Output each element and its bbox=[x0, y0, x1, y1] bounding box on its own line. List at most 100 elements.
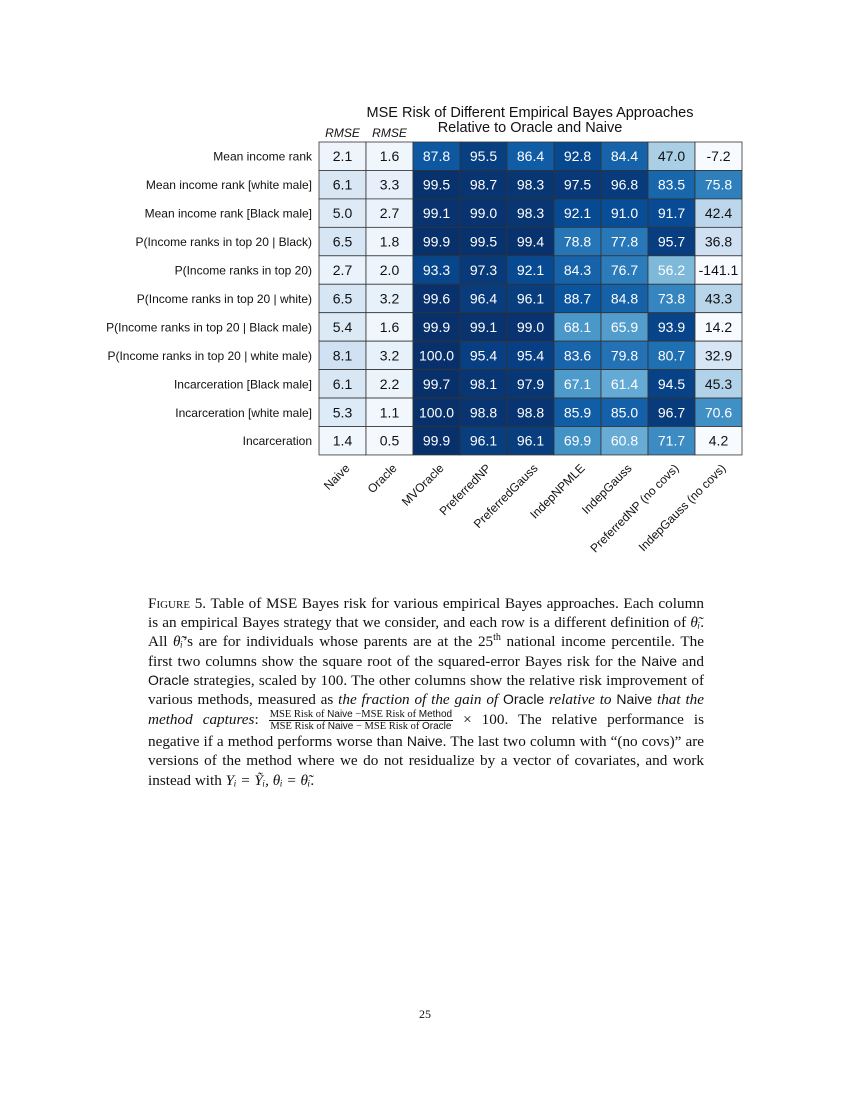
cell-value: 6.1 bbox=[333, 376, 353, 392]
cell-value: 91.7 bbox=[658, 205, 685, 221]
cell-value: 98.1 bbox=[470, 376, 497, 392]
heatmap-cell bbox=[412, 170, 461, 200]
heatmap-cell bbox=[506, 426, 555, 456]
row-label: Mean income rank bbox=[213, 150, 313, 164]
cell-value: 36.8 bbox=[705, 234, 732, 250]
cell-value: 2.7 bbox=[380, 205, 400, 221]
cell-value: 80.7 bbox=[658, 347, 685, 363]
heatmap-cell bbox=[459, 170, 508, 200]
cell-value: 5.0 bbox=[333, 205, 353, 221]
row-label: P(Income ranks in top 20 | white) bbox=[137, 292, 312, 306]
fraction-text: − MSE Risk of bbox=[353, 721, 423, 733]
fraction-text: Naive bbox=[327, 721, 354, 733]
cell-value: 1.4 bbox=[333, 433, 353, 449]
cell-value: 56.2 bbox=[658, 262, 685, 278]
heatmap-cell bbox=[506, 312, 555, 342]
cell-value: 75.8 bbox=[705, 177, 732, 193]
caption-text: national income percentile. The first tw… bbox=[148, 633, 704, 670]
cell-value: -141.1 bbox=[699, 262, 739, 278]
fraction-numerator: MSE Risk of Naive −MSE Risk of Method bbox=[268, 709, 454, 722]
row-label: Incarceration [white male] bbox=[175, 406, 312, 420]
row-label: P(Income ranks in top 20) bbox=[175, 264, 312, 278]
heatmap-cell bbox=[506, 141, 555, 171]
caption-text: : bbox=[254, 711, 269, 729]
cell-value: 92.1 bbox=[517, 262, 544, 278]
cell-value: 91.0 bbox=[611, 205, 638, 221]
cell-value: 1.8 bbox=[380, 234, 400, 250]
caption-text: θ̃ᵢ bbox=[173, 633, 183, 651]
cell-value: 93.9 bbox=[658, 319, 685, 335]
cell-value: 6.1 bbox=[333, 177, 353, 193]
cell-value: 45.3 bbox=[705, 376, 732, 392]
heatmap-cell bbox=[553, 369, 602, 399]
heatmap-table: Mean income rank 2.1 1.6 87.8 95.5 86.4 92.8 84… bbox=[106, 141, 743, 555]
heatmap-cell bbox=[553, 198, 602, 228]
caption-text: th bbox=[493, 632, 501, 644]
cell-value: 14.2 bbox=[705, 319, 732, 335]
cell-value: 69.9 bbox=[564, 433, 591, 449]
cell-value: 99.0 bbox=[517, 319, 544, 335]
cell-value: 97.3 bbox=[470, 262, 497, 278]
caption-text: ’s are for individuals whose parents are… bbox=[182, 633, 494, 651]
caption-text: that the method captures bbox=[148, 691, 705, 729]
cell-value: 70.6 bbox=[705, 404, 732, 420]
heatmap-cell bbox=[412, 426, 461, 456]
cell-value: 99.1 bbox=[423, 205, 450, 221]
cell-value: 2.2 bbox=[380, 376, 400, 392]
caption-text: Naive bbox=[616, 691, 653, 708]
heatmap-cell bbox=[647, 283, 696, 314]
cell-value: 99.6 bbox=[423, 290, 450, 306]
cell-value: 67.1 bbox=[564, 376, 591, 392]
caption-text: relative to bbox=[544, 691, 617, 709]
cell-value: 99.9 bbox=[423, 319, 450, 335]
cell-value: 86.4 bbox=[517, 148, 544, 164]
cell-value: 96.1 bbox=[470, 433, 497, 449]
heatmap-cell bbox=[694, 141, 743, 171]
cell-value: 6.5 bbox=[333, 234, 353, 250]
cell-value: 85.0 bbox=[611, 404, 638, 420]
row-label: Mean income rank [white male] bbox=[146, 178, 312, 192]
heatmap-cell bbox=[412, 141, 461, 171]
heatmap-cell bbox=[553, 255, 602, 285]
heatmap-cell bbox=[412, 198, 461, 228]
caption-text: Oracle bbox=[148, 671, 190, 688]
row-label: Incarceration bbox=[243, 434, 312, 448]
cell-value: 98.8 bbox=[517, 404, 544, 420]
cell-value: 77.8 bbox=[611, 234, 638, 250]
heatmap-cell bbox=[412, 283, 461, 314]
cell-value: 2.7 bbox=[333, 262, 353, 278]
cell-value: 43.3 bbox=[705, 290, 732, 306]
cell-value: 96.1 bbox=[517, 433, 544, 449]
figure-label: Figure 5. bbox=[148, 595, 207, 612]
heatmap-cell bbox=[365, 283, 414, 314]
caption-text: × 100. The relative performance is negat… bbox=[148, 711, 704, 751]
cell-value: 32.9 bbox=[705, 347, 732, 363]
cell-value: 5.3 bbox=[333, 404, 353, 420]
caption-text: strategies, scaled by 100. The other col… bbox=[148, 671, 704, 709]
heatmap-cell bbox=[459, 369, 508, 399]
row-label: P(Income ranks in top 20 | Black male) bbox=[106, 320, 312, 334]
heatmap-cell bbox=[600, 397, 649, 427]
cell-value: 93.3 bbox=[423, 262, 450, 278]
cell-value: 84.3 bbox=[564, 262, 591, 278]
heatmap-cell bbox=[365, 255, 414, 285]
heatmap-cell bbox=[600, 255, 649, 285]
caption-text: Yᵢ = Ỹᵢ, θᵢ = θ̃ᵢ bbox=[225, 771, 311, 789]
cell-value: -7.2 bbox=[706, 148, 730, 164]
page-number: 25 bbox=[419, 1007, 431, 1021]
column-label: Oracle bbox=[365, 461, 400, 496]
fraction-text: Method bbox=[418, 709, 453, 721]
heatmap-cell bbox=[412, 226, 461, 257]
heatmap-cell bbox=[506, 369, 555, 399]
cell-value: 8.1 bbox=[333, 347, 353, 363]
cell-value: 98.7 bbox=[470, 177, 497, 193]
heatmap-cell bbox=[365, 312, 414, 342]
fraction-text: Oracle bbox=[422, 721, 452, 733]
heatmap-cell bbox=[553, 426, 602, 456]
row-label: P(Income ranks in top 20 | white male) bbox=[107, 349, 312, 363]
cell-value: 84.4 bbox=[611, 148, 638, 164]
cell-value: 99.5 bbox=[470, 234, 497, 250]
heatmap-cell bbox=[459, 426, 508, 456]
heatmap-cell bbox=[694, 340, 743, 370]
heatmap-cell bbox=[694, 426, 743, 456]
